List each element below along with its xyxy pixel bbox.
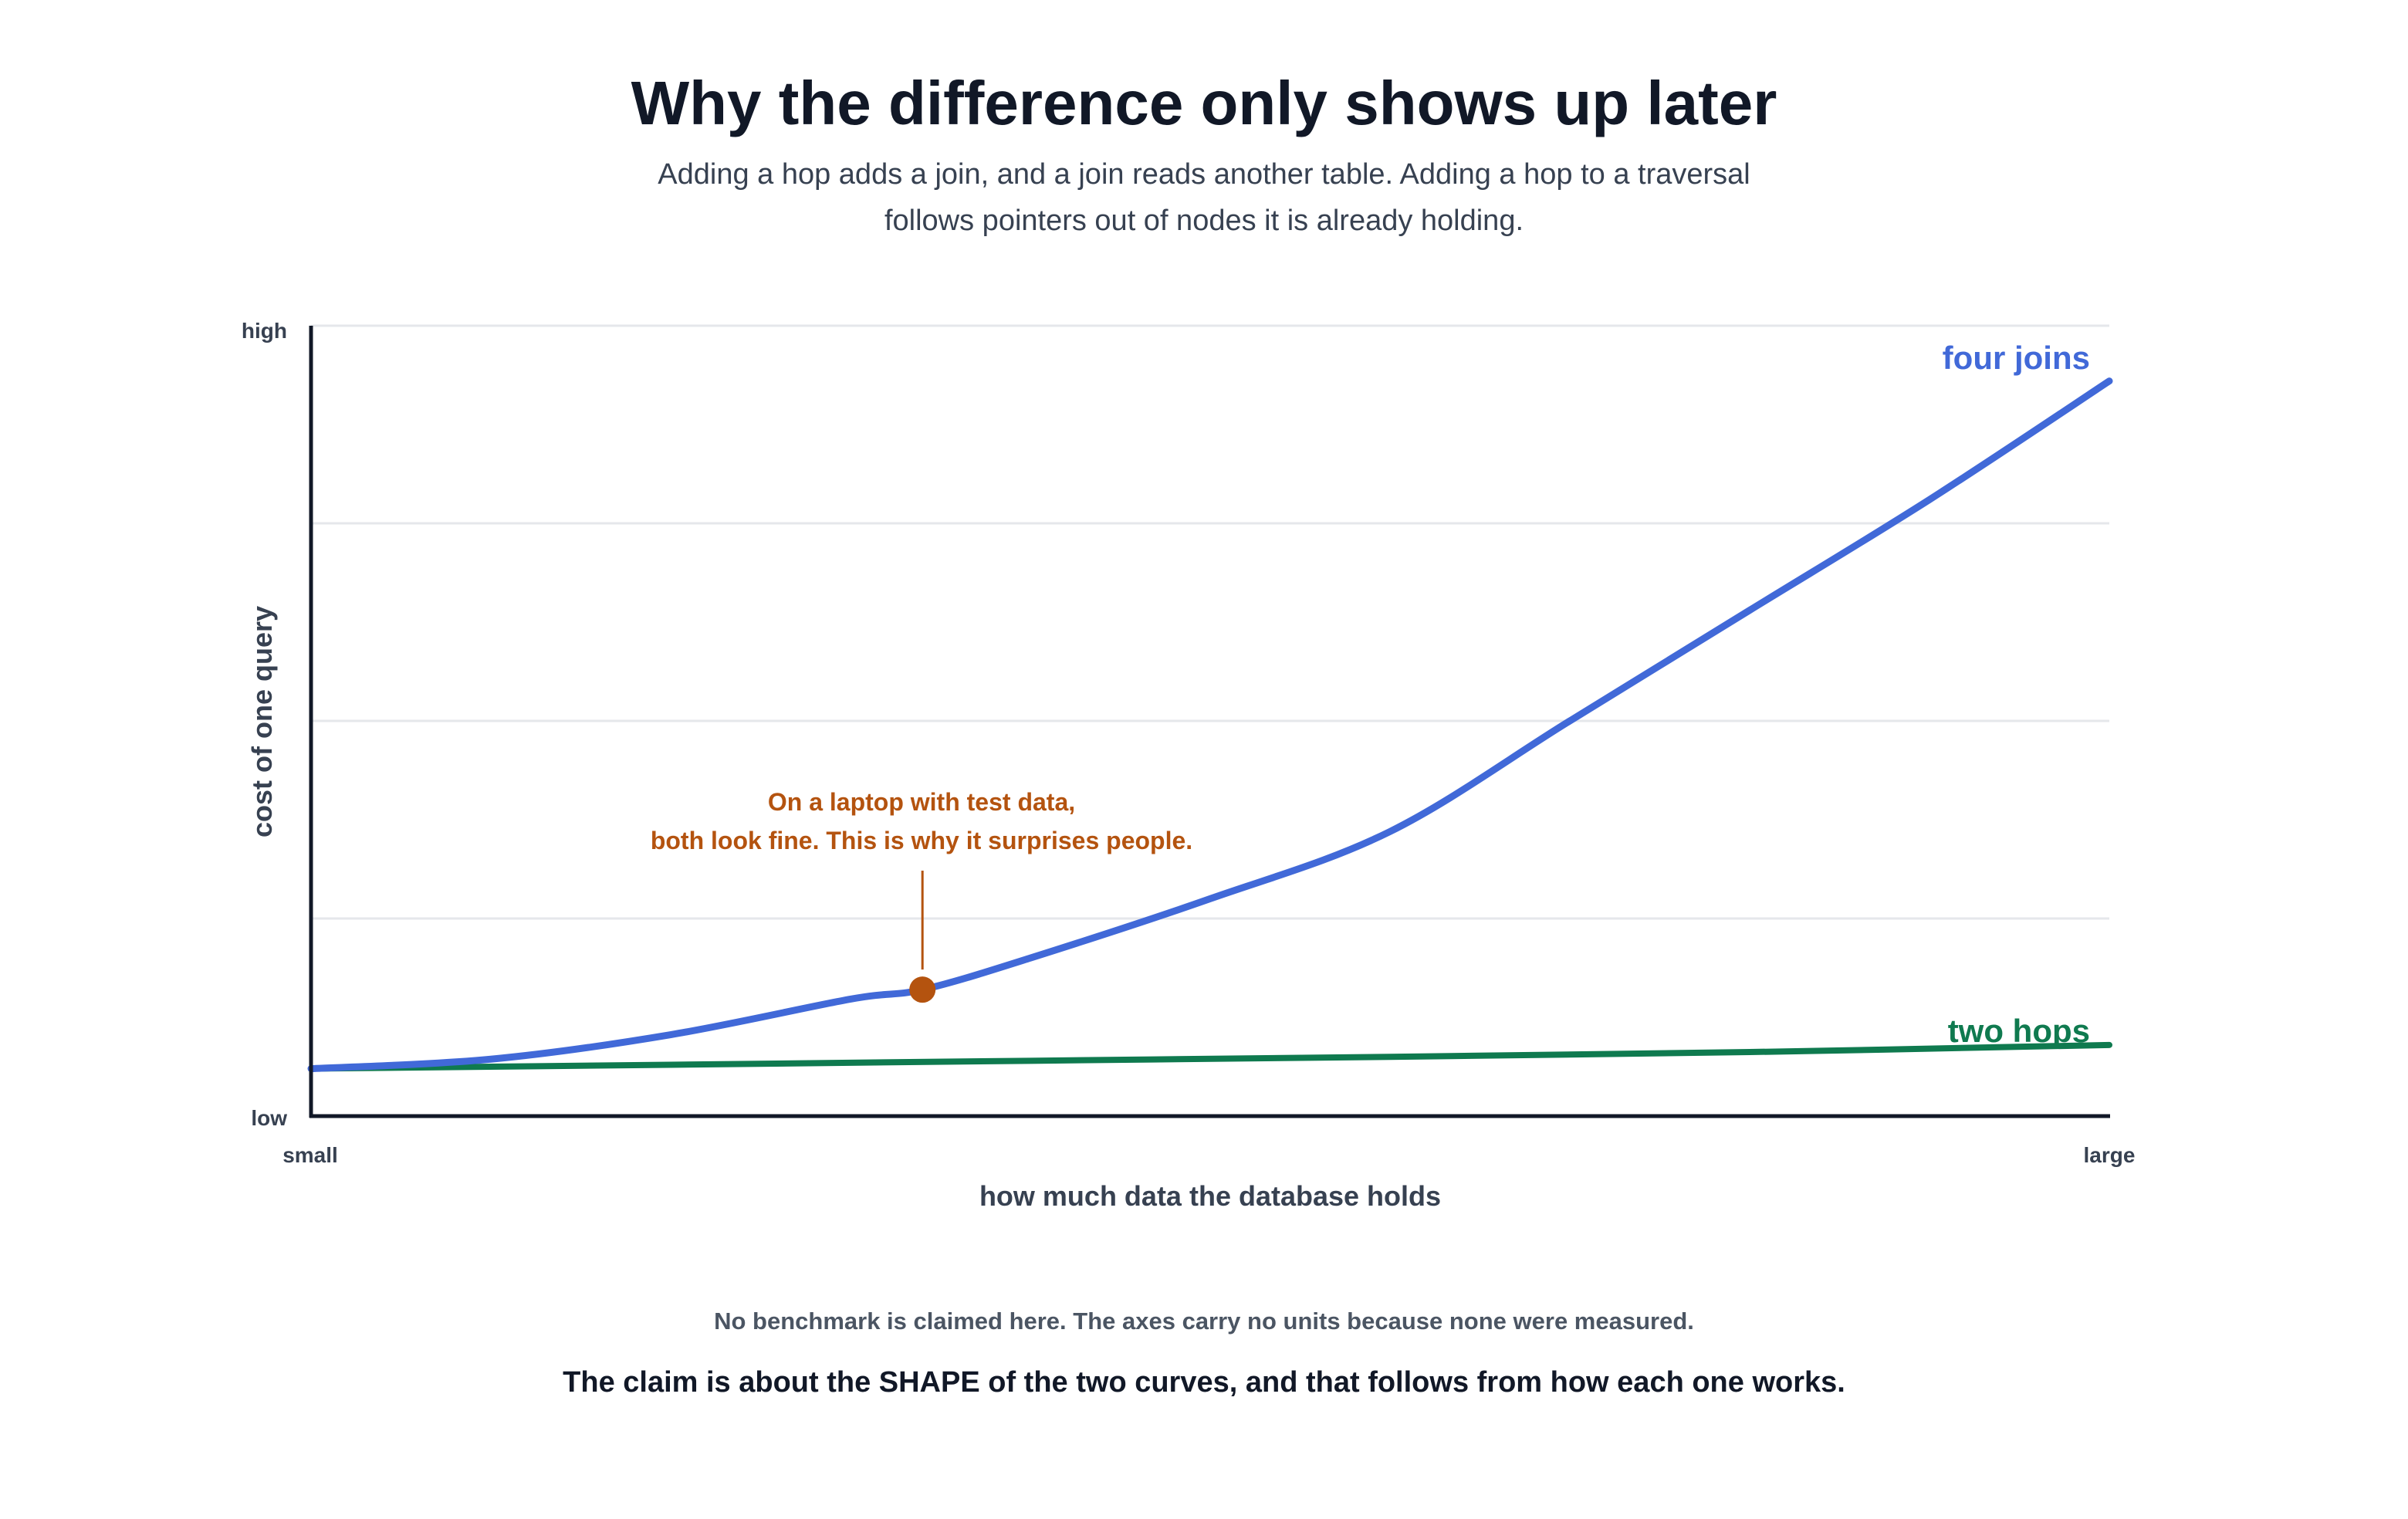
series-label-two-hops: two hops bbox=[1948, 1013, 2090, 1049]
series-label-four-joins: four joins bbox=[1943, 340, 2090, 376]
chart-title: Why the difference only shows up later bbox=[631, 69, 1777, 137]
annotation-text-line-2: both look fine. This is why it surprises… bbox=[651, 827, 1192, 854]
x-tick-label-small: small bbox=[282, 1143, 338, 1167]
footer-claim: The claim is about the SHAPE of the two … bbox=[563, 1366, 1845, 1399]
y-tick-label-low: low bbox=[251, 1106, 287, 1130]
footer-note: No benchmark is claimed here. The axes c… bbox=[714, 1308, 1694, 1335]
y-tick-label-high: high bbox=[242, 319, 287, 343]
axes bbox=[309, 326, 2110, 1118]
grid-lines bbox=[311, 324, 2109, 920]
series-line-four-joins bbox=[307, 377, 2113, 1073]
annotation: On a laptop with test data, both look fi… bbox=[651, 788, 1192, 1003]
subtitle-line: Adding a hop adds a join, and a join rea… bbox=[658, 158, 1750, 191]
series-line-two-hops bbox=[308, 1041, 2112, 1072]
annotation-text-line-1: On a laptop with test data, bbox=[768, 788, 1075, 816]
chart-subtitle: Adding a hop adds a join, and a join rea… bbox=[587, 151, 1821, 244]
series-layer bbox=[307, 377, 2113, 1073]
y-axis-label: cost of one query bbox=[246, 606, 278, 837]
subtitle-line: follows pointers out of nodes it is alre… bbox=[884, 205, 1524, 237]
x-axis-label: how much data the database holds bbox=[979, 1180, 1441, 1212]
x-tick-label-large: large bbox=[2084, 1143, 2136, 1167]
annotation-marker bbox=[909, 976, 936, 1003]
